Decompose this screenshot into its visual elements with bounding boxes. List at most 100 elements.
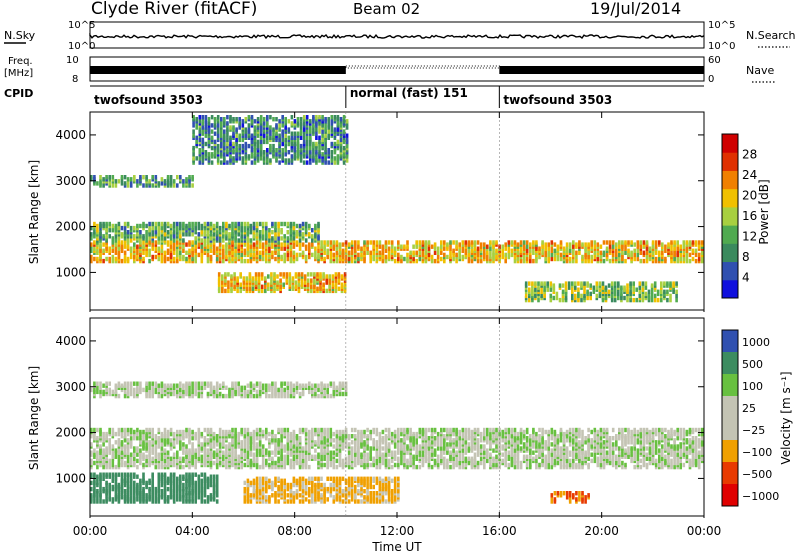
heatmap-cell: [120, 244, 124, 249]
heatmap-cell: [446, 427, 449, 433]
heatmap-cell: [191, 429, 194, 435]
heatmap-cell: [658, 240, 661, 245]
heatmap-cell: [313, 272, 316, 277]
heatmap-cell: [522, 240, 526, 245]
heatmap-cell: [258, 230, 262, 235]
heatmap-cell: [400, 254, 403, 260]
heatmap-cell: [507, 454, 511, 459]
heatmap-cell: [204, 141, 208, 147]
heatmap-cell: [299, 143, 303, 149]
heatmap-cell: [375, 444, 379, 449]
heatmap-cell: [157, 225, 161, 231]
heatmap-cell: [151, 456, 154, 461]
heatmap-cell: [589, 291, 592, 297]
heatmap-cell: [282, 282, 285, 287]
heatmap-cell: [525, 442, 529, 447]
heatmap-cell: [409, 436, 412, 441]
y-tick-label: 4000: [55, 128, 86, 142]
heatmap-cell: [294, 284, 298, 289]
heatmap-cell: [638, 293, 642, 299]
heatmap-cell: [335, 250, 339, 255]
heatmap-cell: [580, 281, 583, 286]
heatmap-cell: [139, 448, 142, 453]
heatmap-cell: [635, 297, 638, 303]
heatmap-cell: [102, 442, 105, 447]
heatmap-cell: [276, 274, 279, 279]
heatmap-cell: [163, 462, 167, 468]
heatmap-cell: [179, 175, 182, 180]
heatmap-cell: [148, 427, 151, 433]
heatmap-cell: [304, 254, 308, 260]
heatmap-cell: [246, 236, 250, 241]
heatmap-cell: [381, 452, 385, 457]
heatmap-cell: [436, 442, 440, 447]
heatmap-cell: [430, 258, 434, 264]
heatmap-cell: [117, 427, 121, 433]
heatmap-cell: [393, 429, 397, 435]
heatmap-cell: [253, 160, 257, 165]
heatmap-cell: [244, 154, 248, 159]
heatmap-cell: [234, 431, 237, 437]
heatmap-cell: [372, 446, 375, 451]
heatmap-cell: [206, 427, 210, 433]
heatmap-cell: [108, 228, 111, 233]
heatmap-cell: [215, 246, 219, 251]
heatmap-cell: [258, 244, 262, 249]
heatmap-cell: [194, 448, 197, 453]
heatmap-cell: [397, 446, 400, 451]
heatmap-cell: [330, 141, 334, 147]
heatmap-cell: [284, 158, 287, 163]
heatmap-cell: [302, 135, 306, 140]
heatmap-cell: [564, 285, 568, 290]
heatmap-cell: [476, 258, 480, 264]
heatmap-cell: [148, 452, 151, 457]
heatmap-cell: [154, 246, 158, 251]
heatmap-cell: [90, 427, 93, 433]
heatmap-cell: [510, 434, 514, 439]
heatmap-cell: [559, 256, 563, 262]
heatmap-cell: [251, 286, 255, 291]
heatmap-cell: [266, 135, 269, 140]
heatmap-cell: [148, 248, 151, 253]
heatmap-cell: [342, 145, 346, 151]
heatmap-cell: [206, 221, 210, 227]
heatmap-cell: [575, 250, 578, 255]
heatmap-cell: [176, 250, 179, 255]
heatmap-cell: [531, 281, 534, 286]
heatmap-cell: [142, 240, 145, 245]
heatmap-cell: [148, 236, 151, 241]
heatmap-cell: [654, 240, 658, 245]
heatmap-cell: [670, 250, 673, 255]
heatmap-cell: [700, 240, 704, 245]
heatmap-cell: [433, 250, 437, 255]
heatmap-cell: [387, 434, 391, 439]
heatmap-cell: [334, 282, 338, 287]
heatmap-cell: [215, 448, 219, 453]
heatmap-cell: [114, 454, 118, 459]
heatmap-cell: [332, 464, 336, 470]
heatmap-cell: [577, 281, 580, 286]
heatmap-cell: [201, 115, 205, 120]
heatmap-cell: [160, 181, 164, 186]
heatmap-cell: [528, 287, 531, 292]
heatmap-cell: [312, 150, 315, 155]
heatmap-cell: [418, 240, 422, 245]
heatmap-cell: [324, 133, 327, 138]
heatmap-cell: [308, 464, 311, 470]
heatmap-cell: [315, 150, 318, 155]
heatmap-cell: [363, 458, 366, 464]
heatmap-cell: [249, 238, 253, 243]
heatmap-cell: [384, 240, 388, 245]
heatmap-cell: [372, 438, 375, 443]
heatmap-cell: [326, 427, 329, 433]
heatmap-cell: [433, 427, 437, 433]
heatmap-cell: [317, 221, 320, 227]
heatmap-cell: [323, 256, 326, 262]
heatmap-cell: [489, 436, 492, 441]
heatmap-cell: [93, 221, 96, 227]
heatmap-cell: [436, 254, 440, 260]
heatmap-cell: [142, 429, 145, 435]
heatmap-cell: [363, 452, 366, 457]
heatmap-cell: [185, 242, 188, 247]
heatmap-cell: [452, 240, 455, 245]
